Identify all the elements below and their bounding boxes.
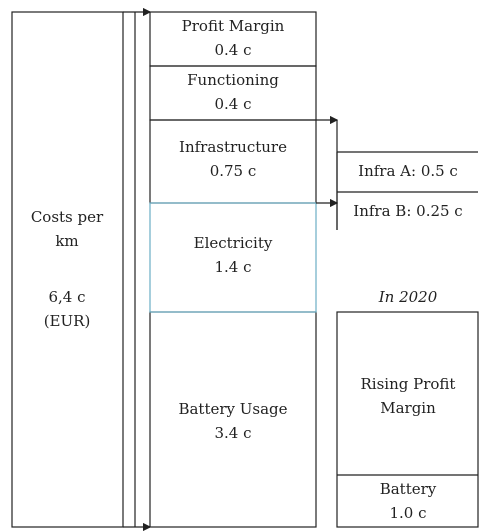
future-bottom-name: Battery bbox=[380, 480, 437, 498]
segment-value: 0.4 c bbox=[214, 41, 251, 59]
segment-name: Profit Margin bbox=[182, 17, 285, 35]
future-box bbox=[336, 311, 479, 528]
total-value: 6,4 c bbox=[48, 288, 85, 306]
future-title: In 2020 bbox=[378, 288, 438, 306]
total-unit: (EUR) bbox=[44, 312, 91, 330]
future-top: Rising Profit bbox=[361, 375, 456, 393]
segment-name: Battery Usage bbox=[178, 400, 287, 418]
total-box bbox=[11, 11, 124, 528]
segment-value: 1.4 c bbox=[214, 258, 251, 276]
segment-name: Electricity bbox=[194, 234, 273, 252]
segment-value: 0.75 c bbox=[210, 162, 257, 180]
infra-part: Infra A: 0.5 c bbox=[358, 162, 458, 180]
segment-name: Functioning bbox=[187, 71, 279, 89]
future-bottom-value: 1.0 c bbox=[389, 504, 426, 522]
segment-name: Infrastructure bbox=[179, 138, 287, 156]
segment bbox=[149, 311, 317, 528]
infra-part: Infra B: 0.25 c bbox=[353, 202, 462, 220]
segment-value: 3.4 c bbox=[214, 424, 251, 442]
total-label: km bbox=[55, 232, 78, 250]
total-label: Costs per bbox=[31, 208, 104, 226]
future-top: Margin bbox=[380, 399, 436, 417]
segment-value: 0.4 c bbox=[214, 95, 251, 113]
segment bbox=[149, 202, 317, 313]
